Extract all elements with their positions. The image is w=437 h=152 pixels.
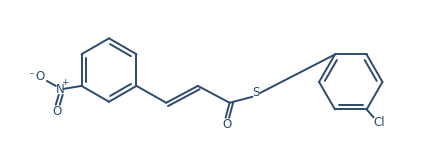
Text: O: O: [52, 105, 62, 118]
Text: O: O: [35, 69, 45, 83]
Text: O: O: [223, 117, 232, 131]
Text: S: S: [253, 86, 260, 99]
Text: -: -: [29, 68, 33, 78]
Text: N: N: [55, 83, 64, 96]
Text: +: +: [62, 78, 69, 87]
Text: Cl: Cl: [374, 116, 385, 129]
